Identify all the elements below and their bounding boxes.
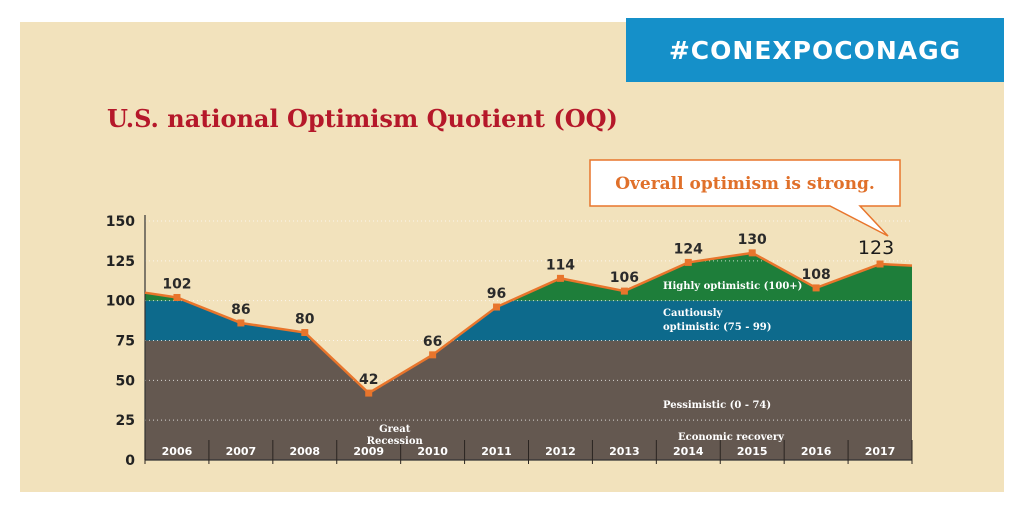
data-label: 108 (802, 267, 831, 283)
band-label-highly-optimistic: Highly optimistic (100+) (663, 281, 802, 292)
y-tick-labels: 0 25 50 75 100 125 150 (106, 214, 135, 469)
data-label: 102 (162, 276, 191, 292)
x-tick-label: 2013 (609, 445, 640, 458)
x-tick-label: 2010 (417, 445, 448, 458)
band-label-pessimistic: Pessimistic (0 - 74) (663, 400, 771, 411)
data-label: 80 (295, 312, 315, 328)
x-tick-label: 2008 (289, 445, 320, 458)
annotation-economic-recovery: Economic recovery (678, 432, 785, 443)
hashtag-banner[interactable]: #CONEXPOCONAGG (626, 18, 1004, 82)
data-point (876, 260, 884, 268)
band-areas (145, 252, 912, 460)
oq-series-line (144, 251, 913, 395)
x-tick-label: 2015 (737, 445, 768, 458)
data-point (748, 249, 756, 257)
data-labels: 102 86 80 42 66 96 114 106 124 130 108 123 (162, 232, 894, 388)
band-labels: Highly optimistic (100+) Cautiously optimi… (663, 281, 802, 411)
x-tick-label: 2011 (481, 445, 512, 458)
x-tick-label: 2016 (801, 445, 832, 458)
data-point (493, 303, 501, 311)
data-point (237, 319, 245, 327)
data-label: 123 (858, 237, 894, 259)
x-tick-label: 2014 (673, 445, 704, 458)
x-tick-labels: 2006 2007 2008 2009 2010 2011 2012 2013 2014 2015… (162, 445, 896, 458)
y-tick-label: 75 (116, 334, 135, 350)
data-label: 86 (231, 302, 250, 318)
data-point (812, 284, 820, 292)
callout-box (589, 159, 901, 237)
callout-bubble: Overall optimism is strong. (589, 159, 901, 237)
annotation-great: Great (379, 424, 411, 435)
y-tick-label: 50 (116, 373, 136, 389)
x-tick-label: 2017 (865, 445, 896, 458)
annotation-recession: Recession (367, 436, 424, 447)
data-label: 96 (487, 286, 506, 302)
data-label: 106 (610, 270, 639, 286)
band-label-cautiously-line1: Cautiously (663, 308, 723, 319)
data-label: 42 (359, 372, 378, 388)
data-point (301, 329, 309, 337)
y-tick-label: 100 (106, 294, 135, 310)
data-point (620, 287, 628, 295)
data-point (556, 274, 564, 282)
data-point (365, 389, 373, 397)
x-tick-label: 2007 (226, 445, 257, 458)
x-tick-label: 2009 (353, 445, 384, 458)
x-tick-label: 2006 (162, 445, 193, 458)
data-point (429, 351, 437, 359)
data-label: 66 (423, 334, 442, 350)
data-label: 114 (546, 257, 575, 273)
y-tick-label: 25 (116, 413, 135, 429)
band-cautiously-optimistic (145, 300, 912, 341)
axes (144, 215, 913, 464)
data-point (173, 293, 181, 301)
y-tick-label: 150 (106, 214, 135, 230)
x-tick-label: 2012 (545, 445, 576, 458)
data-label: 124 (674, 241, 703, 257)
y-tick-label: 125 (106, 254, 135, 270)
callout-text: Overall optimism is strong. (615, 174, 875, 194)
data-point (684, 258, 692, 266)
chart-title: U.S. national Optimism Quotient (OQ) (107, 104, 618, 133)
data-markers (173, 249, 884, 397)
y-tick-label: 0 (125, 453, 135, 469)
band-label-cautiously-line2: optimistic (75 - 99) (663, 322, 772, 333)
data-label: 130 (738, 232, 767, 248)
